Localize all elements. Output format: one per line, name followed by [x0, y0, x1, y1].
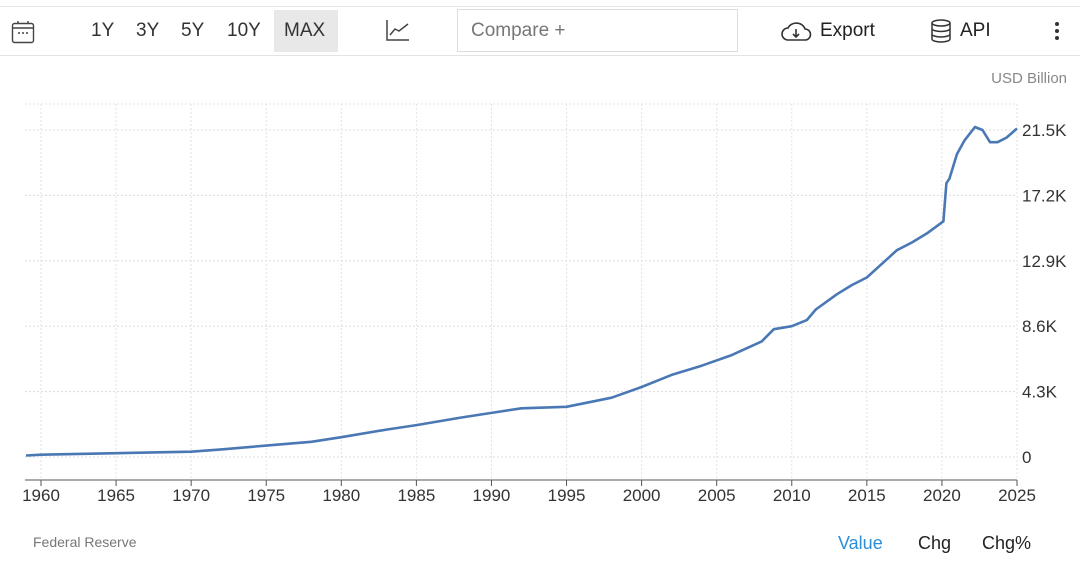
range-1y[interactable]: 1Y	[91, 20, 115, 41]
x-tick-label: 2025	[998, 486, 1036, 505]
x-tick-label: 1985	[397, 486, 435, 505]
x-tick-label: 1980	[322, 486, 360, 505]
y-tick-label: 0	[1022, 448, 1031, 467]
tab-value[interactable]: Value	[838, 533, 883, 553]
unit-label: USD Billion	[991, 70, 1067, 87]
series-line	[25, 125, 1018, 457]
x-tick-label: 2015	[848, 486, 886, 505]
export-label: Export	[820, 20, 875, 41]
api-button[interactable]: API	[930, 7, 991, 55]
x-tick-label: 1990	[473, 486, 511, 505]
range-3y[interactable]: 3Y	[136, 20, 160, 41]
range-max[interactable]: MAX	[274, 10, 338, 52]
chart: 0 4.3K 8.6K 12.9K 17.2K 21.5K 1960 1965 1970 1975…	[22, 103, 1067, 505]
range-5y[interactable]: 5Y	[181, 20, 205, 41]
database-icon	[931, 19, 951, 43]
compare-input[interactable]: Compare +	[457, 9, 738, 52]
x-tick-label: 2010	[773, 486, 811, 505]
api-label: API	[960, 20, 991, 41]
x-tick-label: 2005	[698, 486, 736, 505]
tab-chg-percent[interactable]: Chg%	[982, 533, 1032, 553]
export-button[interactable]: Export	[780, 7, 875, 55]
y-tick-label: 12.9K	[1022, 252, 1067, 271]
x-tick-label: 1970	[172, 486, 210, 505]
x-tick-label: 2000	[623, 486, 661, 505]
tab-chg[interactable]: Chg	[918, 533, 952, 553]
toolbar: 1Y 3Y 5Y 10Y MAX Compare + Export API	[0, 6, 1080, 56]
x-tick-label: 1975	[247, 486, 285, 505]
y-tick-label: 21.5K	[1022, 121, 1067, 140]
x-tick-label: 2020	[923, 486, 961, 505]
x-tick-label: 1965	[97, 486, 135, 505]
cloud-download-icon	[781, 22, 812, 41]
y-tick-label: 17.2K	[1022, 186, 1067, 205]
calendar-icon[interactable]	[11, 20, 35, 44]
x-tick-label: 1995	[548, 486, 586, 505]
more-options-icon[interactable]	[1054, 21, 1060, 41]
y-tick-label: 4.3K	[1022, 383, 1058, 402]
y-tick-label: 8.6K	[1022, 317, 1058, 336]
range-10y[interactable]: 10Y	[227, 20, 261, 41]
line-chart-icon[interactable]	[385, 18, 411, 42]
source-label: Federal Reserve	[33, 534, 137, 550]
x-tick-label: 1960	[22, 486, 60, 505]
